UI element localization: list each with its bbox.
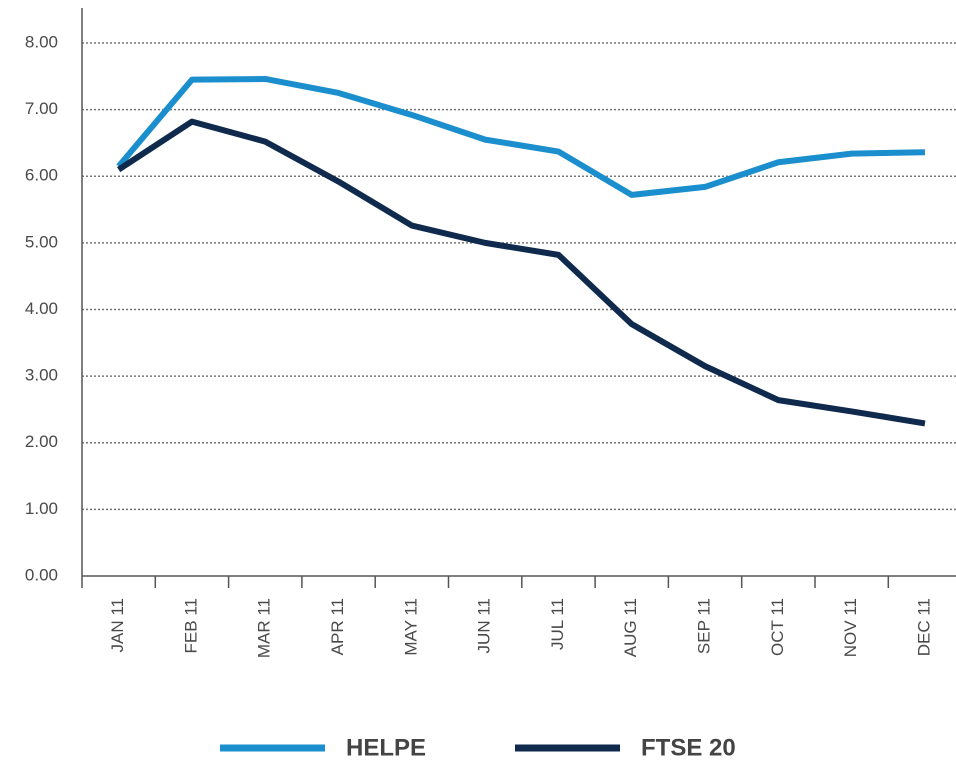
y-tick-label: 8.00: [25, 32, 58, 51]
x-tick-label: APR 11: [328, 598, 347, 655]
y-tick-label: 3.00: [25, 366, 58, 385]
y-tick-label: 1.00: [25, 499, 58, 518]
x-tick-label: JUN 11: [475, 598, 494, 653]
y-tick-label: 6.00: [25, 166, 58, 185]
legend-label: FTSE 20: [641, 734, 736, 761]
x-tick-label: OCT 11: [768, 598, 787, 656]
x-tick-label: MAR 11: [255, 598, 274, 658]
series-line: [117, 118, 926, 427]
series-line: [116, 75, 926, 198]
legend-label: HELPE: [346, 734, 426, 761]
x-tick-label: FEB 11: [181, 598, 200, 653]
x-tick-label: DEC 11: [914, 598, 933, 656]
x-tick-label: JUL 11: [548, 598, 567, 650]
x-tick-label: NOV 11: [841, 598, 860, 657]
y-tick-label: 5.00: [25, 232, 58, 251]
x-tick-label: JAN 11: [108, 598, 127, 653]
y-tick-label: 2.00: [25, 432, 58, 451]
x-tick-label: SEP 11: [695, 598, 714, 654]
y-tick-label: 0.00: [25, 565, 58, 584]
x-tick-label: MAY 11: [401, 598, 420, 656]
y-tick-label: 7.00: [25, 99, 58, 118]
x-tick-label: AUG 11: [621, 598, 640, 657]
y-tick-label: 4.00: [25, 299, 58, 318]
